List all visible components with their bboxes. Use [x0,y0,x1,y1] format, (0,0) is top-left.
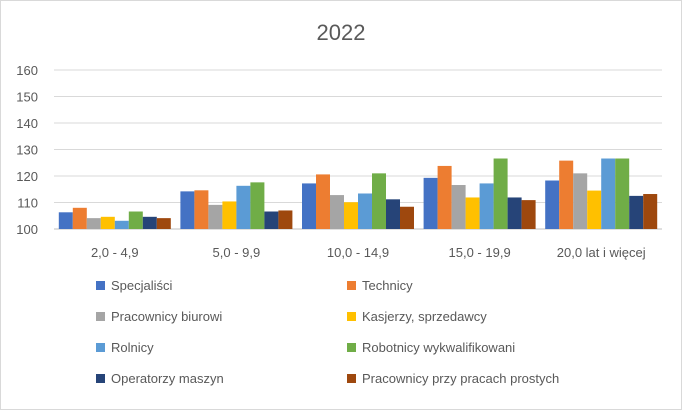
bar-1-5 [250,182,265,229]
y-tick-label: 120 [16,169,38,184]
bar-2-5 [372,173,386,229]
bar-4-4 [601,158,616,229]
legend-swatch-1 [347,281,356,290]
chart-title: 2022 [317,20,366,45]
x-category-label: 10,0 - 14,9 [327,245,389,260]
y-tick-label: 140 [16,116,38,131]
bar-4-3 [587,190,602,229]
bar-1-2 [208,204,223,229]
bar-2-0 [302,183,316,229]
y-axis-ticks: 100 110 120 130 140 150 160 [16,63,38,237]
bar-2-6 [386,199,400,229]
bar-2-3 [344,202,358,229]
y-tick-label: 160 [16,63,38,78]
bar-4-0 [545,180,560,229]
bar-1-4 [236,185,251,229]
bar-2-1 [316,174,330,229]
bar-4-1 [559,160,574,229]
x-category-label: 5,0 - 9,9 [213,245,261,260]
legend-label-0: Specjaliści [111,278,173,293]
bar-0-6 [142,216,157,229]
bar-1-6 [264,211,279,229]
y-tick-label: 110 [17,196,38,211]
bar-3-7 [521,200,536,229]
bar-2-4 [358,193,372,229]
legend-swatch-0 [96,281,105,290]
legend-label-1: Technicy [362,278,413,293]
bar-3-4 [479,183,494,229]
bar-0-2 [86,218,101,229]
legend-label-3: Kasjerzy, sprzedawcy [362,309,487,324]
legend-swatch-6 [96,374,105,383]
y-tick-label: 150 [16,90,38,105]
legend-label-6: Operatorzy maszyn [111,371,224,386]
legend-swatch-5 [347,343,356,352]
bar-1-0 [180,191,195,229]
bar-3-0 [423,177,438,229]
x-category-label: 20,0 lat i więcej [557,245,646,260]
legend: Specjaliści Technicy Pracownicy biurowi Kas… [96,278,559,386]
bar-4-7 [643,194,658,229]
bar-0-5 [128,211,143,229]
legend-swatch-3 [347,312,356,321]
bar-3-1 [437,165,452,229]
y-tick-label: 130 [16,143,38,158]
bar-0-4 [114,220,129,229]
legend-swatch-4 [96,343,105,352]
legend-label-4: Rolnicy [111,340,154,355]
bar-0-3 [100,216,115,229]
bar-4-2 [573,173,588,229]
legend-label-5: Robotnicy wykwalifikowani [362,340,515,355]
legend-swatch-7 [347,374,356,383]
x-category-label: 15,0 - 19,9 [449,245,511,260]
x-category-label: 2,0 - 4,9 [91,245,139,260]
bar-1-7 [278,210,293,229]
legend-label-7: Pracownicy przy pracach prostych [362,371,559,386]
bar-1-1 [194,190,209,229]
bars [58,158,658,229]
bar-0-7 [156,218,171,229]
bar-2-7 [400,206,414,229]
bar-3-3 [465,197,480,229]
y-tick-label: 100 [16,222,38,237]
bar-2-2 [330,195,344,229]
bar-4-6 [629,195,644,229]
bar-3-5 [493,158,508,229]
x-axis-categories: 2,0 - 4,9 5,0 - 9,9 10,0 - 14,9 15,0 - 19,9… [91,245,646,260]
bar-4-5 [615,158,630,229]
bar-0-0 [58,212,73,229]
bar-0-1 [72,207,87,229]
bar-3-6 [507,197,522,229]
legend-swatch-2 [96,312,105,321]
bar-1-3 [222,201,237,229]
legend-label-2: Pracownicy biurowi [111,309,222,324]
bar-3-2 [451,185,466,229]
